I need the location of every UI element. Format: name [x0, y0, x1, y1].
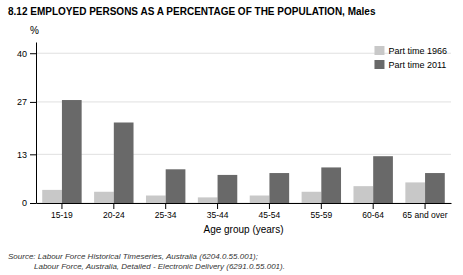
y-axis-line [36, 43, 37, 204]
x-tick: 60-64 [362, 203, 384, 220]
source-note: Labour Force, Australia, Detailed - Elec… [34, 262, 285, 271]
x-tick-label: 55-59 [310, 210, 332, 220]
x-tick-mark [269, 203, 270, 209]
x-tick: 20-24 [103, 203, 125, 220]
y-tick-label: 27 [17, 97, 27, 107]
bar [269, 173, 289, 203]
x-tick: 55-59 [310, 203, 332, 220]
x-tick-mark [217, 203, 218, 209]
plot: 0 13 27 40 15-19 20-24 25-34 35-44 45-54 55-59 60-… [17, 43, 452, 221]
y-tick: 40 [17, 49, 36, 59]
x-tick-label: 20-24 [103, 210, 125, 220]
x-tick-label: 45-54 [259, 210, 281, 220]
x-tick: 65 and over [403, 203, 448, 220]
bar [250, 196, 270, 203]
bar [94, 192, 114, 203]
bar [146, 196, 166, 203]
y-axis-label: % [30, 25, 39, 36]
bar [198, 197, 218, 203]
y-tick: 0 [22, 198, 36, 208]
x-tick-mark [321, 203, 322, 209]
y-tick-mark [30, 102, 36, 103]
series [62, 100, 445, 203]
x-axis: 15-19 20-24 25-34 35-44 45-54 55-59 60-64 65 an… [37, 203, 452, 220]
x-tick: 15-19 [51, 203, 73, 220]
y-tick-label: 0 [22, 198, 27, 208]
x-tick: 35-44 [207, 203, 229, 220]
legend-label: Part time 1966 [388, 46, 447, 56]
x-tick-label: 65 and over [403, 210, 448, 220]
legend-swatch [374, 60, 384, 69]
title: 8.12 EMPLOYED PERSONS AS A PERCENTAGE OF… [8, 6, 376, 17]
bars [42, 100, 445, 203]
bar [62, 100, 82, 203]
x-axis-label: Age group (years) [203, 224, 283, 235]
x-tick-mark [61, 203, 62, 209]
y-tick-mark [30, 53, 36, 54]
y-tick-label: 40 [17, 49, 27, 59]
legend-swatch [374, 46, 384, 55]
y-tick-mark [30, 203, 36, 204]
x-tick-mark [165, 203, 166, 209]
bar [114, 123, 134, 204]
x-tick-label: 60-64 [362, 210, 384, 220]
bar [373, 156, 393, 203]
grid [36, 53, 451, 203]
bar [321, 167, 341, 203]
bar [353, 186, 373, 203]
legend-item: Part time 2011 [374, 60, 446, 70]
y-tick: 13 [17, 150, 36, 160]
chart: 8.12 EMPLOYED PERSONS AS A PERCENTAGE OF… [0, 0, 463, 275]
y-tick: 27 [17, 97, 36, 107]
grid-line [36, 154, 451, 155]
bar [166, 169, 186, 203]
x-axis-line [37, 203, 452, 204]
y-tick-label: 13 [17, 150, 27, 160]
x-tick: 45-54 [259, 203, 281, 220]
x-tick-mark [113, 203, 114, 209]
x-tick: 25-34 [155, 203, 177, 220]
x-tick-label: 25-34 [155, 210, 177, 220]
grid-line [36, 101, 451, 102]
bar [302, 192, 322, 203]
legend: Part time 1966 Part time 2011 [374, 46, 447, 70]
bar [405, 182, 425, 203]
x-tick-mark [373, 203, 374, 209]
bar [42, 190, 62, 203]
x-tick-label: 35-44 [207, 210, 229, 220]
x-tick-label: 15-19 [51, 210, 73, 220]
bar [218, 175, 238, 203]
y-axis: 0 13 27 40 [17, 43, 37, 209]
source-note: Source: Labour Force Historical Timeseri… [8, 252, 258, 261]
legend-item: Part time 1966 [374, 46, 447, 56]
y-tick-mark [30, 154, 36, 155]
legend-label: Part time 2011 [388, 60, 446, 70]
x-tick-mark [425, 203, 426, 209]
bar [425, 173, 445, 203]
